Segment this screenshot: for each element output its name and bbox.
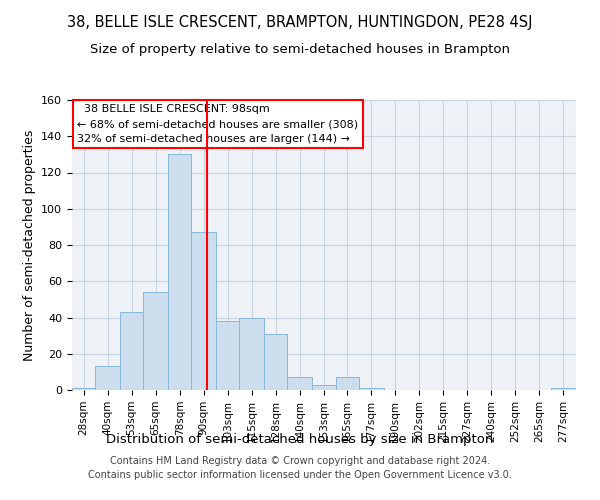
Bar bbox=[265, 334, 287, 390]
Bar bbox=[168, 154, 191, 390]
Text: Contains HM Land Registry data © Crown copyright and database right 2024.
Contai: Contains HM Land Registry data © Crown c… bbox=[88, 456, 512, 480]
Bar bbox=[95, 366, 120, 390]
Bar bbox=[239, 318, 265, 390]
Bar bbox=[359, 388, 383, 390]
Bar bbox=[120, 312, 143, 390]
Bar bbox=[216, 321, 239, 390]
Bar bbox=[191, 232, 216, 390]
Bar bbox=[551, 388, 576, 390]
Text: Size of property relative to semi-detached houses in Brampton: Size of property relative to semi-detach… bbox=[90, 42, 510, 56]
Text: 38, BELLE ISLE CRESCENT, BRAMPTON, HUNTINGDON, PE28 4SJ: 38, BELLE ISLE CRESCENT, BRAMPTON, HUNTI… bbox=[67, 15, 533, 30]
Bar bbox=[72, 388, 95, 390]
Bar bbox=[335, 378, 359, 390]
Text: 38 BELLE ISLE CRESCENT: 98sqm  
← 68% of semi-detached houses are smaller (308)
: 38 BELLE ISLE CRESCENT: 98sqm ← 68% of s… bbox=[77, 104, 358, 144]
Bar bbox=[287, 378, 313, 390]
Text: Distribution of semi-detached houses by size in Brampton: Distribution of semi-detached houses by … bbox=[106, 432, 494, 446]
Bar bbox=[143, 292, 168, 390]
Y-axis label: Number of semi-detached properties: Number of semi-detached properties bbox=[23, 130, 35, 360]
Bar bbox=[313, 384, 335, 390]
